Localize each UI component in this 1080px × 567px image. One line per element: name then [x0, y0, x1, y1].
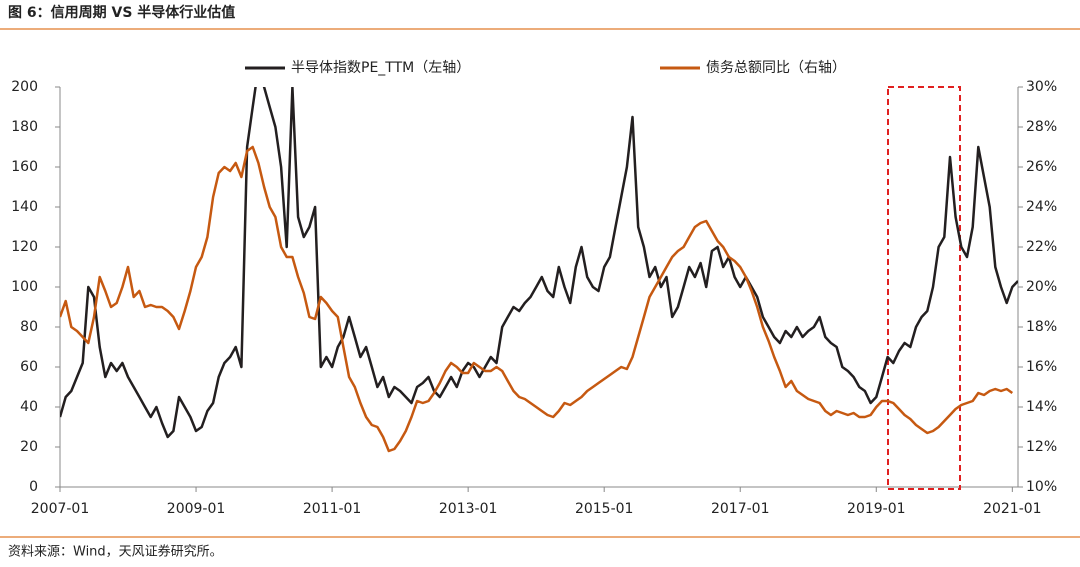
- legend-label: 半导体指数PE_TTM（左轴）: [291, 60, 470, 76]
- y2-tick-label: 12%: [1026, 439, 1057, 455]
- y2-tick-label: 10%: [1026, 479, 1057, 495]
- y2-tick-label: 18%: [1026, 319, 1057, 335]
- y-tick-label: 100: [11, 279, 38, 295]
- chart-title: 图 6：信用周期 VS 半导体行业估值: [8, 4, 235, 21]
- y-tick-label: 0: [29, 479, 38, 495]
- y-tick-label: 40: [20, 399, 38, 415]
- y2-tick-label: 30%: [1026, 79, 1057, 95]
- x-tick-label: 2009-01: [167, 501, 226, 517]
- x-tick-label: 2013-01: [439, 501, 498, 517]
- y-tick-label: 120: [11, 239, 38, 255]
- y-tick-label: 80: [20, 319, 38, 335]
- legend-label: 债务总额同比（右轴）: [706, 60, 846, 76]
- y2-tick-label: 28%: [1026, 119, 1057, 135]
- x-tick-label: 2011-01: [303, 501, 362, 517]
- source-note: 资料来源：Wind，天风证券研究所。: [8, 544, 223, 560]
- y2-tick-label: 26%: [1026, 159, 1057, 175]
- y2-tick-label: 24%: [1026, 199, 1057, 215]
- y2-tick-label: 16%: [1026, 359, 1057, 375]
- x-tick-label: 2017-01: [711, 501, 770, 517]
- highlight-box: [887, 86, 961, 490]
- series-line: [60, 145, 1014, 453]
- series-line: [60, 87, 1018, 439]
- y-tick-label: 20: [20, 439, 38, 455]
- y-tick-label: 200: [11, 79, 38, 95]
- x-tick-label: 2007-01: [31, 501, 90, 517]
- y-tick-label: 160: [11, 159, 38, 175]
- y-tick-label: 140: [11, 199, 38, 215]
- y-tick-label: 180: [11, 119, 38, 135]
- y2-tick-label: 20%: [1026, 279, 1057, 295]
- x-tick-label: 2021-01: [983, 501, 1042, 517]
- y-tick-label: 60: [20, 359, 38, 375]
- x-tick-label: 2019-01: [847, 501, 906, 517]
- x-tick-label: 2015-01: [575, 501, 634, 517]
- y2-tick-label: 14%: [1026, 399, 1057, 415]
- y2-tick-label: 22%: [1026, 239, 1057, 255]
